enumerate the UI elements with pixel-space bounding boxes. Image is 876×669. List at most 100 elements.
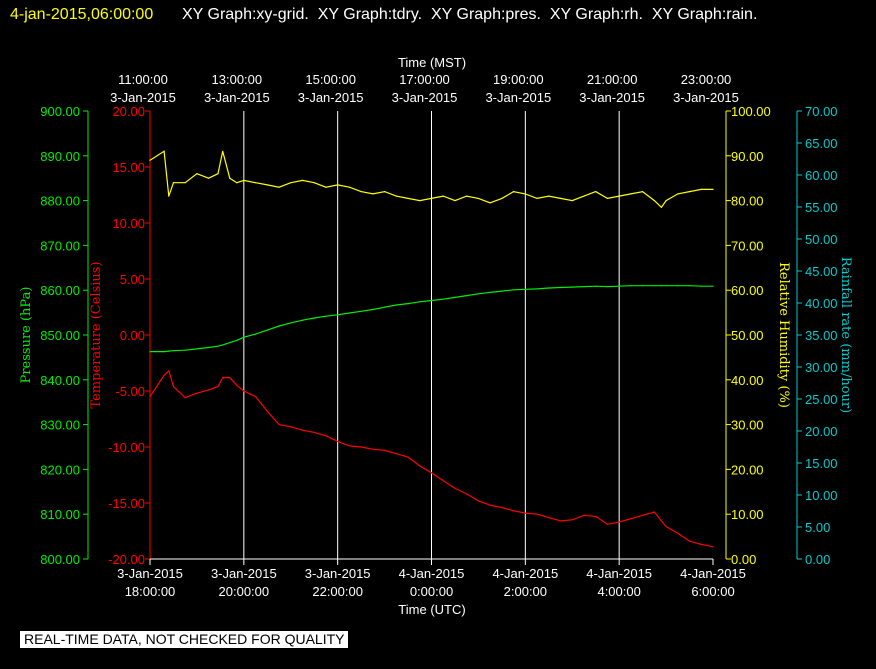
pres-point — [372, 308, 374, 311]
top-tick-time: 13:00:00 — [212, 72, 263, 87]
tdry-point — [163, 374, 165, 376]
rh-point — [243, 179, 245, 181]
bottom-tick-time: 20:00:00 — [219, 584, 270, 599]
rainfall-tick-label: 20.00 — [805, 424, 838, 439]
temperature-tick-label: -15.00 — [108, 496, 145, 511]
tdry-point — [222, 377, 224, 379]
tdry-point — [395, 453, 397, 455]
pres-point — [301, 319, 304, 321]
pressure-tick-label: 850.00 — [40, 328, 80, 343]
pres-point — [677, 285, 679, 287]
bottom-tick-time: 6:00:00 — [691, 584, 734, 599]
tdry-point — [660, 520, 663, 522]
tdry-point — [501, 506, 503, 509]
pres-point — [665, 285, 667, 287]
humidity-tick-label: 50.00 — [731, 328, 764, 343]
rh-point — [571, 200, 573, 202]
bottom-tick-date: 4-Jan-2015 — [399, 566, 465, 581]
pres-point — [325, 315, 327, 317]
top-tick-date: 3-Jan-2015 — [485, 90, 551, 105]
tdry-point — [236, 384, 238, 386]
pres-point — [395, 304, 397, 306]
bottom-tick-date: 3-Jan-2015 — [117, 566, 183, 581]
tdry-point — [348, 445, 350, 447]
tdry-point — [583, 514, 585, 516]
pres-point — [348, 312, 350, 314]
pressure-tick-label: 810.00 — [40, 507, 80, 522]
rainfall-tick-label: 5.00 — [805, 520, 830, 535]
rh-point — [536, 197, 538, 199]
rainfall-tick-label: 35.00 — [805, 328, 838, 343]
pres-point — [477, 293, 479, 295]
pressure-tick-label: 860.00 — [40, 283, 80, 298]
pres-point — [700, 285, 702, 287]
tdry-point — [606, 523, 609, 525]
tdry-point — [217, 385, 219, 388]
bottom-tick-date: 4-Jan-2015 — [586, 566, 652, 581]
tdry-point — [700, 543, 702, 546]
rh-point — [700, 188, 702, 190]
bottom-tick-date: 4-Jan-2015 — [492, 566, 558, 581]
rh-point — [466, 195, 468, 197]
tdry-point — [313, 431, 315, 433]
rh-point — [595, 191, 597, 193]
tdry-point — [712, 546, 714, 548]
pressure-tick-label: 820.00 — [40, 462, 80, 477]
pres-point — [618, 285, 620, 287]
pres-point — [466, 295, 468, 297]
tdry-point — [642, 514, 644, 516]
tdry-point — [688, 540, 691, 542]
tdry-point — [477, 500, 479, 502]
bottom-tick-date: 4-Jan-2015 — [680, 566, 746, 581]
bottom-tick-time: 2:00:00 — [504, 584, 547, 599]
pres-point — [595, 285, 597, 287]
pres-point — [222, 344, 224, 346]
rh-point — [172, 182, 175, 184]
top-tick-date: 3-Jan-2015 — [673, 90, 739, 105]
rh-point — [559, 197, 562, 199]
pres-point — [712, 285, 714, 287]
top-tick-time: 15:00:00 — [305, 72, 356, 87]
top-axis-title: Time (MST) — [398, 55, 466, 70]
pressure-tick-label: 800.00 — [40, 552, 80, 567]
rh-point — [255, 182, 257, 184]
rh-point — [430, 197, 433, 199]
rh-point — [301, 179, 304, 181]
rainfall-tick-label: 55.00 — [805, 200, 838, 215]
pres-point — [501, 290, 503, 292]
tdry-point — [208, 389, 210, 391]
temperature-tick-label: -5.00 — [115, 384, 145, 399]
bottom-tick-time: 22:00:00 — [312, 584, 363, 599]
rh-point — [688, 191, 691, 193]
tdry-point — [630, 518, 632, 520]
pres-point — [278, 325, 280, 327]
rh-point — [513, 191, 515, 193]
top-tick-time: 11:00:00 — [118, 72, 168, 87]
tdry-point — [618, 521, 620, 523]
tdry-point — [278, 424, 280, 426]
pres-point — [337, 314, 339, 316]
rainfall-axis-label: Rainfall rate (mm/hour) — [838, 257, 853, 413]
tdry-point — [301, 429, 304, 431]
tdry-point — [665, 525, 667, 528]
pres-point — [454, 296, 456, 298]
top-tick-date: 3-Jan-2015 — [204, 90, 270, 105]
quality-notice: REAL-TIME DATA, NOT CHECKED FOR QUALITY — [20, 631, 349, 648]
tdry-point — [430, 472, 433, 474]
humidity-tick-label: 80.00 — [731, 194, 764, 209]
pressure-tick-label: 840.00 — [40, 373, 80, 388]
rainfall-tick-label: 10.00 — [805, 488, 838, 503]
rh-point — [360, 191, 362, 193]
tdry-point — [442, 480, 444, 482]
pres-point — [430, 299, 433, 302]
pres-point — [606, 286, 609, 288]
rh-point — [477, 197, 479, 199]
tdry-point — [325, 435, 327, 437]
humidity-tick-label: 100.00 — [731, 104, 771, 119]
rh-point — [653, 200, 656, 202]
rh-point — [325, 186, 327, 188]
tdry-point — [524, 512, 526, 514]
pres-point — [583, 286, 585, 288]
rh-point — [229, 177, 231, 179]
rh-point — [407, 197, 409, 199]
